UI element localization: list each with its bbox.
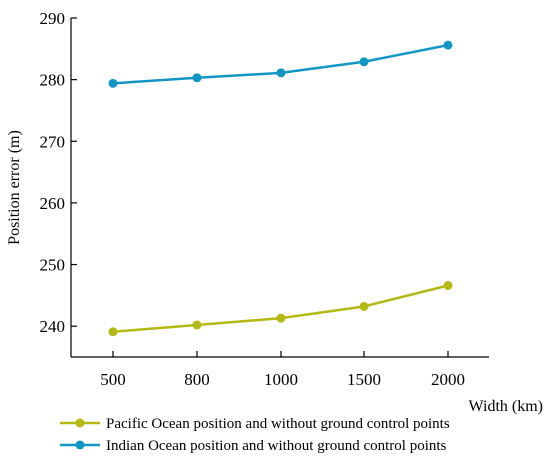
series-layer [108,40,453,337]
data-point [108,327,118,337]
x-tick-label: 2000 [431,370,465,389]
legend-marker [75,440,85,450]
series-line [112,43,449,85]
x-tick-label: 1000 [264,370,298,389]
data-point [108,78,118,88]
series-line [112,284,449,333]
y-tick-label: 240 [40,317,66,336]
y-tick-label: 290 [40,9,66,28]
data-point [359,57,369,67]
legend-label: Pacific Ocean position and without groun… [106,416,450,432]
x-tick-label: 800 [184,370,210,389]
x-tick-label: 500 [100,370,126,389]
x-ticks: 500 800 1000 1500 2000 [100,351,465,389]
data-point [192,73,202,83]
x-axis-label: Width (km) [469,398,543,415]
data-point [192,320,202,330]
y-tick-label: 270 [40,132,66,151]
data-point [276,68,286,78]
y-tick-label: 280 [40,71,66,90]
data-point [443,40,453,50]
data-point [443,281,453,291]
y-tick-label: 250 [40,256,66,275]
axes [70,18,489,358]
legend-item: Indian Ocean position and without ground… [60,438,447,454]
data-point [359,301,369,311]
x-tick-label: 1500 [347,370,381,389]
legend-item: Pacific Ocean position and without groun… [60,416,450,432]
y-tick-label: 260 [40,194,66,213]
legend: Pacific Ocean position and without groun… [60,416,450,454]
legend-label: Indian Ocean position and without ground… [106,438,447,454]
legend-marker [75,418,85,428]
y-axis-label: Position error (m) [6,130,23,245]
data-point [276,313,286,323]
series-1 [108,281,453,337]
series-2 [108,40,453,88]
y-ticks: 240 250 260 270 280 290 [40,9,77,336]
